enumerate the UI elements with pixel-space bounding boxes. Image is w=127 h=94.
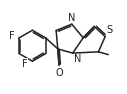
- Text: N: N: [68, 13, 75, 23]
- Text: O: O: [55, 68, 63, 78]
- Text: F: F: [9, 31, 14, 41]
- Text: S: S: [106, 25, 112, 35]
- Text: F: F: [22, 58, 28, 69]
- Text: N: N: [74, 54, 81, 64]
